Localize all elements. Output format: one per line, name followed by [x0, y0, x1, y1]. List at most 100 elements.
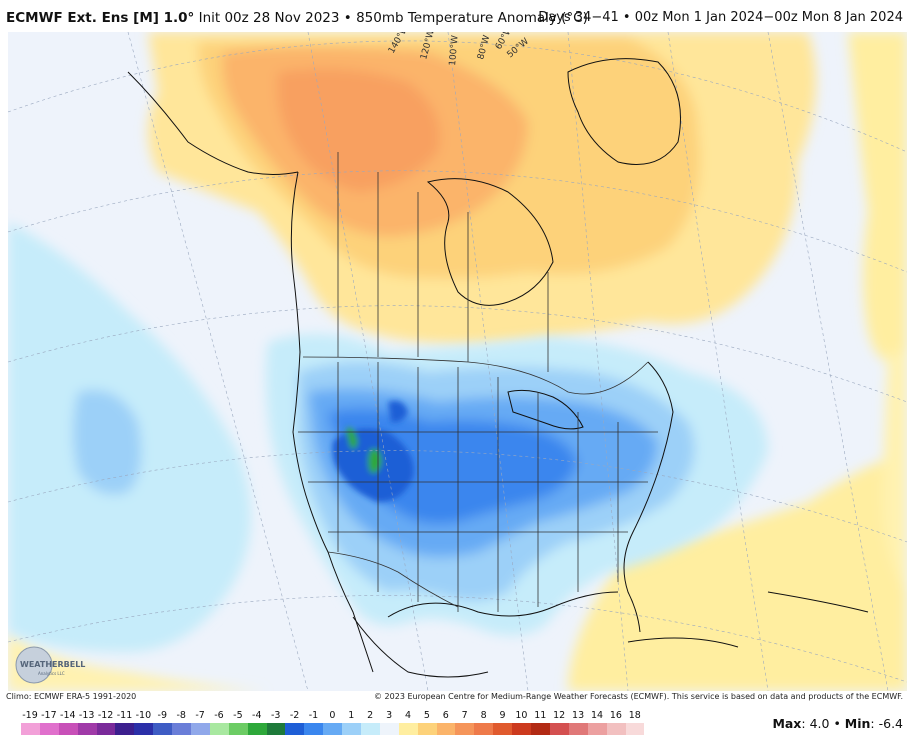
colorbar — [21, 723, 645, 735]
greenland-coast — [567, 58, 681, 165]
colorbar-swatch — [323, 723, 343, 735]
max-value: 4.0 — [809, 716, 830, 731]
colorbar-tick-label: 6 — [442, 710, 449, 721]
colorbar-tick-label: -11 — [116, 710, 133, 721]
gulf-coast — [387, 591, 619, 618]
map-title: ECMWF Ext. Ens [M] 1.0° Init 00z 28 Nov … — [6, 10, 588, 26]
colorbar-tick-label: 4 — [404, 710, 412, 721]
colorbar-swatch — [361, 723, 380, 735]
climo-note: Climo: ECMWF ERA-5 1991-2020 — [6, 692, 137, 701]
colorbar-swatch — [474, 723, 494, 735]
colorbar-tick-label: 12 — [553, 710, 566, 721]
colorbar-tick-label: -1 — [308, 710, 319, 721]
east-coast — [623, 361, 674, 633]
colorbar-tick-label: -6 — [214, 710, 224, 721]
colorbar-swatch — [587, 723, 607, 735]
cold-anomaly-pacific — [8, 222, 251, 652]
colorbar-tick-label: -10 — [135, 710, 152, 721]
colorbar-swatch — [153, 723, 173, 735]
colorbar-tick-label: -8 — [176, 710, 186, 721]
state-lines — [298, 362, 658, 612]
colorbar-tick-label: 3 — [386, 710, 393, 721]
colorbar-tick-label: -14 — [60, 710, 76, 721]
colorbar-swatch — [247, 723, 267, 735]
svg-text:Analytics LLC: Analytics LLC — [38, 671, 65, 676]
weatherbell-logo: WEATHERBELL Analytics LLC — [15, 646, 85, 684]
colorbar-tick-label: 2 — [367, 710, 374, 721]
colorbar-swatch — [531, 723, 550, 735]
warm-anomaly-region — [8, 32, 907, 691]
colorbar-swatch — [39, 723, 59, 735]
colorbar-swatch — [625, 723, 645, 735]
temperature-anomaly-map: 140°W 120°W 100°W 80°W 60°W 50°W — [8, 32, 907, 691]
province-lines — [337, 152, 549, 372]
colorbar-tick-label: 13 — [572, 710, 585, 721]
colorbar-swatch — [96, 723, 116, 735]
hudson-bay — [426, 178, 554, 306]
colorbar-swatch — [228, 723, 248, 735]
header: ECMWF Ext. Ens [M] 1.0° Init 00z 28 Nov … — [0, 0, 913, 32]
colorbar-swatch — [455, 723, 475, 735]
max-min-summary: Max: 4.0 • Min: -6.4 — [772, 716, 903, 731]
colorbar-tick-label: -9 — [157, 710, 168, 721]
colorbar-tick-label: -3 — [270, 710, 281, 721]
svg-text:WEATHERBELL: WEATHERBELL — [20, 660, 85, 669]
colorbar-tick-label: 14 — [590, 710, 604, 721]
variable-name: 850mb Temperature Anomaly (°C) — [356, 10, 588, 26]
colorbar-tick-label: 0 — [329, 710, 336, 721]
colorbar-swatch — [58, 723, 78, 735]
colorbar-swatch — [191, 723, 210, 735]
alaska-coast — [127, 71, 299, 175]
meridian-label: 100°W — [448, 35, 461, 66]
colorbar-tick-label: 9 — [499, 710, 506, 721]
colorbar-swatch — [21, 723, 40, 735]
colorbar-tick-label: 16 — [609, 710, 622, 721]
title-separator: • — [343, 10, 352, 26]
us-mexico-border — [327, 551, 459, 608]
colorbar-swatch — [512, 723, 532, 735]
colorbar-tick-label: 10 — [515, 710, 528, 721]
colorbar-swatch — [209, 723, 229, 735]
caribbean — [767, 591, 869, 613]
great-lakes — [507, 389, 584, 430]
west-coast — [290, 171, 374, 673]
max-label: Max — [772, 716, 802, 731]
colorbar-swatch — [379, 723, 399, 735]
colorbar-swatch — [417, 723, 437, 735]
colorbar-swatch — [342, 723, 362, 735]
colorbar-tick-label: -17 — [41, 710, 57, 721]
colorbar-tick-label: -4 — [252, 710, 262, 721]
colorbar-swatch — [266, 723, 286, 735]
copyright-note: © 2023 European Centre for Medium-Range … — [374, 692, 903, 701]
colorbar-tick-label: -5 — [233, 710, 243, 721]
colorbar-swatch — [304, 723, 324, 735]
colorbar-tick-label: -12 — [97, 710, 114, 721]
colorbar-tick-label: 1 — [348, 710, 355, 721]
colorbar-tick-label: 18 — [628, 710, 641, 721]
model-name: ECMWF Ext. Ens [M] 1.0° — [6, 10, 195, 26]
graticule — [8, 32, 907, 691]
colorbar-swatch — [436, 723, 456, 735]
colorbar-swatch — [285, 723, 305, 735]
colorbar-tick-label: 11 — [534, 710, 547, 721]
colorbar-swatch — [493, 723, 513, 735]
colorbar-swatch — [77, 723, 97, 735]
colorbar-swatch — [115, 723, 135, 735]
colorbar-swatch — [134, 723, 154, 735]
init-time: Init 00z 28 Nov 2023 — [198, 10, 340, 26]
min-label: Min — [844, 716, 871, 731]
cold-anomaly-core — [332, 400, 414, 502]
valid-period: Days 34−41 • 00z Mon 1 Jan 2024−00z Mon … — [538, 10, 903, 25]
political-borders — [298, 152, 658, 612]
min-value: -6.4 — [878, 716, 903, 731]
colorbar-tick-label: -13 — [78, 710, 95, 721]
colorbar-tick-label: -19 — [22, 710, 38, 721]
stats-separator: • — [833, 716, 841, 731]
coastlines — [127, 58, 869, 678]
colorbar-swatch — [549, 723, 569, 735]
colorbar-swatch — [172, 723, 192, 735]
colorbar-swatch — [568, 723, 588, 735]
mexico-coast — [352, 616, 489, 678]
colorbar-swatch — [398, 723, 418, 735]
colorbar-tick-label: 7 — [461, 710, 468, 721]
